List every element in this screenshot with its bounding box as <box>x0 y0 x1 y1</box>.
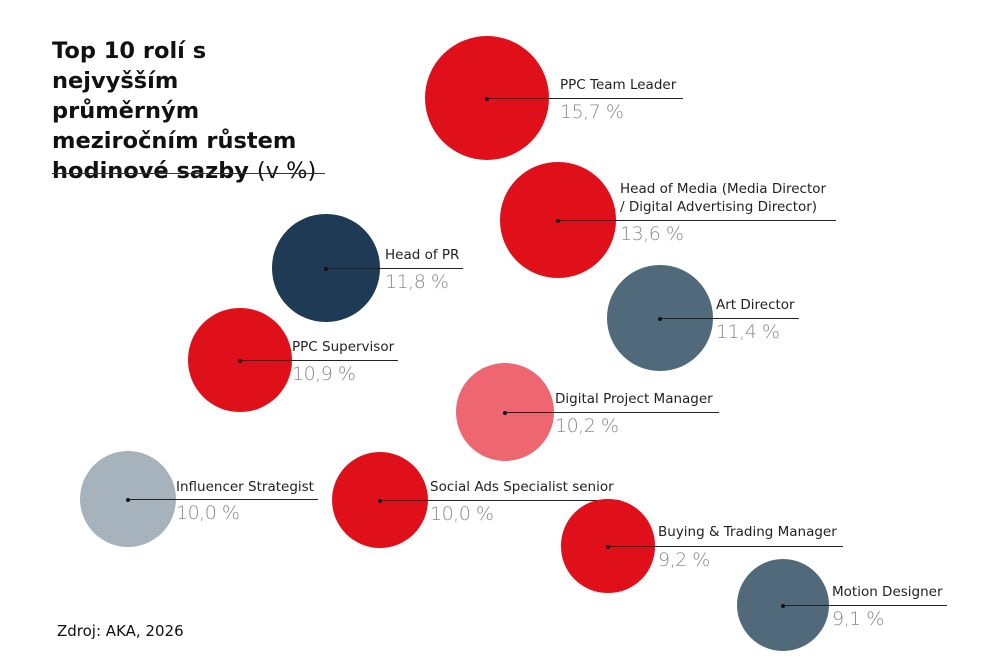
bubble-value: 10,2 % <box>555 415 619 437</box>
bubble-name: Digital Project Manager <box>555 391 713 407</box>
bubble-value: 11,4 % <box>716 321 780 343</box>
bubble-name: PPC Team Leader <box>560 77 677 93</box>
leader-line <box>505 412 719 413</box>
center-dot <box>126 497 130 502</box>
bubble-value: 15,7 % <box>560 101 624 123</box>
center-dot <box>238 358 242 363</box>
center-dot <box>781 603 785 608</box>
leader-line <box>240 360 398 361</box>
chart-title: Top 10 rolí s nejvyšším průměrným meziro… <box>52 38 317 184</box>
leader-line <box>380 500 620 501</box>
bubble-value: 10,9 % <box>292 363 356 385</box>
center-dot <box>324 266 328 271</box>
bubble-value: 13,6 % <box>620 223 684 245</box>
bubble-value: 9,2 % <box>658 549 710 571</box>
source-note: Zdroj: AKA, 2026 <box>57 622 184 640</box>
bubble-name: Head of Media (Media Director / Digital A… <box>620 181 827 215</box>
leader-line <box>660 318 799 319</box>
leader-line <box>326 268 463 269</box>
center-dot <box>606 544 610 549</box>
center-dot <box>485 96 489 101</box>
bubble-name: Social Ads Specialist senior <box>430 479 614 495</box>
bubble-name: PPC Supervisor <box>292 339 395 355</box>
center-dot <box>658 316 662 321</box>
leader-line <box>608 546 843 547</box>
center-dot <box>556 218 560 223</box>
bubble-name: Buying & Trading Manager <box>658 524 837 540</box>
leader-line <box>783 605 947 606</box>
bubble-name: Art Director <box>716 297 795 313</box>
bubble-value: 10,0 % <box>176 502 240 524</box>
leader-line <box>128 499 318 500</box>
title-divider <box>52 173 325 174</box>
bubble-value: 10,0 % <box>430 503 494 525</box>
leader-line <box>487 98 683 99</box>
center-dot <box>378 498 382 503</box>
bubble-name: Motion Designer <box>832 584 943 600</box>
center-dot <box>503 410 507 415</box>
bubble-value: 11,8 % <box>385 271 449 293</box>
bubble-value: 9,1 % <box>832 608 884 630</box>
bubble-name: Influencer Strategist <box>176 479 314 495</box>
leader-line <box>558 220 836 221</box>
bubble-name: Head of PR <box>385 247 460 263</box>
